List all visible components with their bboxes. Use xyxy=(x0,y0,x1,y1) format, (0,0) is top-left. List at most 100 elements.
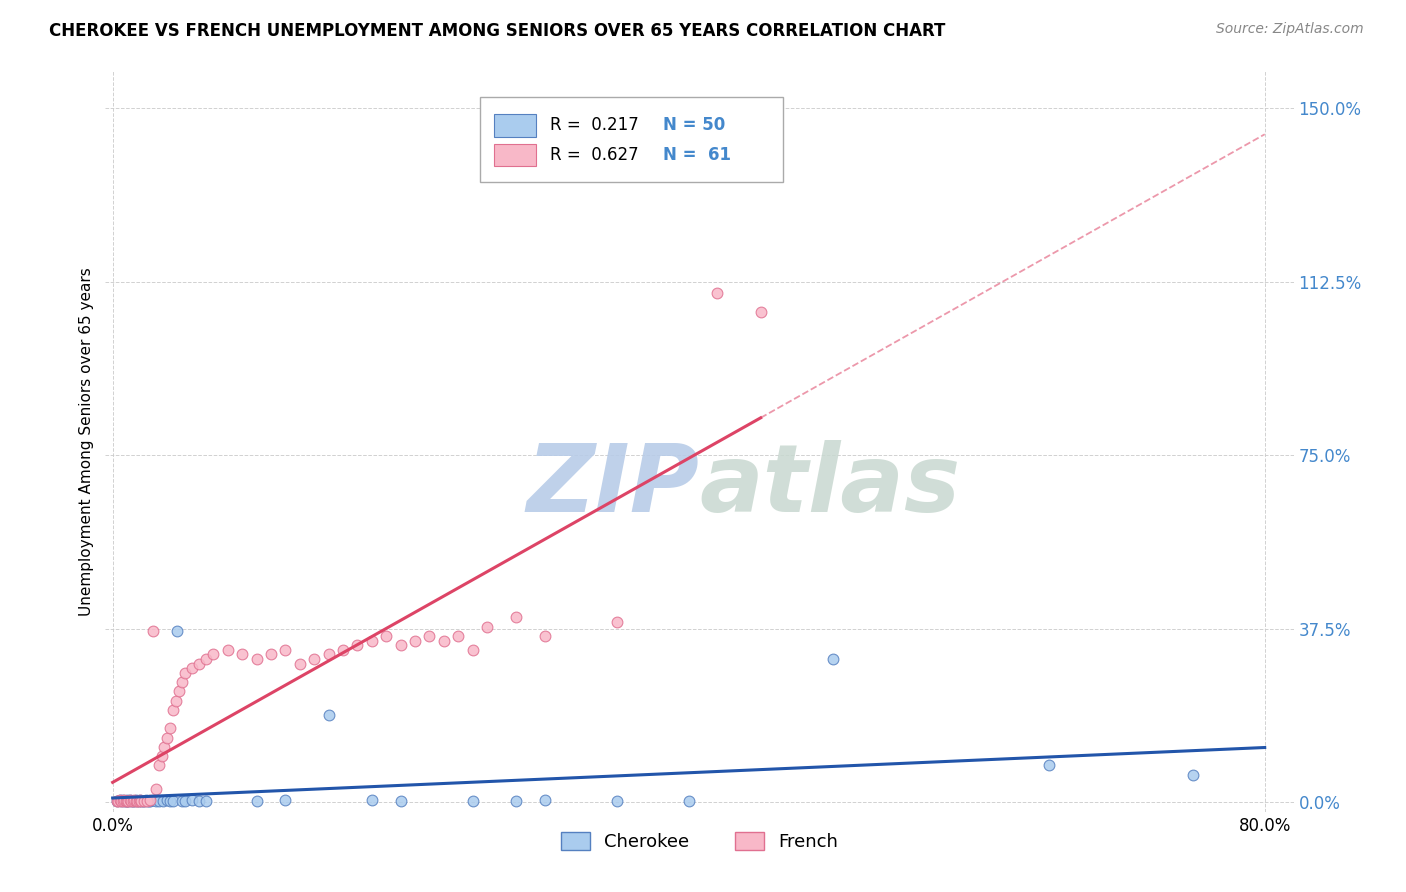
Point xyxy=(145,781,167,796)
Text: R =  0.627: R = 0.627 xyxy=(550,146,638,164)
Point xyxy=(821,652,844,666)
Point xyxy=(156,731,179,745)
Point xyxy=(162,703,184,717)
Point xyxy=(195,794,218,808)
Point xyxy=(117,794,139,808)
Point xyxy=(127,794,149,808)
Point xyxy=(188,794,211,808)
Point xyxy=(120,794,142,808)
Point xyxy=(156,793,179,807)
Point xyxy=(125,793,148,807)
Point xyxy=(167,684,190,698)
Point xyxy=(332,642,354,657)
Point xyxy=(346,638,368,652)
Point xyxy=(117,794,139,808)
Point xyxy=(447,629,470,643)
Point xyxy=(173,665,195,680)
Point xyxy=(461,642,484,657)
Point xyxy=(139,793,162,807)
Point xyxy=(678,794,700,808)
Point xyxy=(188,657,211,671)
Point xyxy=(110,794,132,808)
Point xyxy=(108,793,131,807)
Point xyxy=(108,793,131,807)
Bar xyxy=(494,114,536,136)
Point xyxy=(288,657,311,671)
Point xyxy=(111,794,134,808)
Point xyxy=(121,794,143,808)
Point xyxy=(136,794,159,808)
Point xyxy=(217,642,239,657)
Point xyxy=(139,794,162,808)
Legend: Cherokee, French: Cherokee, French xyxy=(554,825,845,858)
Point xyxy=(115,793,138,807)
Point xyxy=(145,794,167,808)
Point xyxy=(533,629,555,643)
Point xyxy=(375,629,398,643)
Point xyxy=(148,758,170,772)
Point xyxy=(461,794,484,808)
Point xyxy=(122,794,145,808)
Point xyxy=(170,794,193,808)
Point xyxy=(1181,767,1204,781)
Point xyxy=(138,794,160,808)
Point xyxy=(404,633,426,648)
Text: N = 50: N = 50 xyxy=(662,117,725,135)
Point xyxy=(159,794,181,808)
Point xyxy=(162,794,184,808)
Point xyxy=(318,707,340,722)
Point xyxy=(136,794,159,808)
Point xyxy=(166,624,188,639)
Point xyxy=(134,794,156,808)
Point xyxy=(246,652,269,666)
Point xyxy=(110,794,132,808)
Point xyxy=(105,794,128,808)
Point xyxy=(360,793,382,807)
Point xyxy=(505,610,527,624)
Point xyxy=(180,661,202,675)
Point xyxy=(132,794,155,808)
Point xyxy=(475,619,498,633)
Point xyxy=(749,305,772,319)
Point xyxy=(231,648,253,662)
Point xyxy=(125,794,148,808)
Point xyxy=(195,652,218,666)
Point xyxy=(260,648,283,662)
Point xyxy=(202,648,225,662)
Point xyxy=(114,794,136,808)
Point xyxy=(131,794,153,808)
Text: ZIP: ZIP xyxy=(527,440,700,532)
Point xyxy=(107,794,129,808)
Point xyxy=(505,794,527,808)
Point xyxy=(389,638,412,652)
Point xyxy=(112,793,135,807)
Point xyxy=(120,794,142,808)
Text: CHEROKEE VS FRENCH UNEMPLOYMENT AMONG SENIORS OVER 65 YEARS CORRELATION CHART: CHEROKEE VS FRENCH UNEMPLOYMENT AMONG SE… xyxy=(49,22,946,40)
Text: Source: ZipAtlas.com: Source: ZipAtlas.com xyxy=(1216,22,1364,37)
Point xyxy=(111,793,134,807)
Point xyxy=(318,648,340,662)
Text: R =  0.217: R = 0.217 xyxy=(550,117,638,135)
Point xyxy=(129,793,152,807)
Text: N =  61: N = 61 xyxy=(662,146,731,164)
Point xyxy=(246,794,269,808)
Point xyxy=(606,615,628,629)
Point xyxy=(170,675,193,690)
Point xyxy=(118,793,141,807)
Bar xyxy=(479,97,783,183)
Point xyxy=(118,793,141,807)
Point xyxy=(304,652,326,666)
Point xyxy=(153,739,176,754)
Point xyxy=(274,642,297,657)
Point xyxy=(122,793,145,807)
Point xyxy=(159,722,181,736)
Point xyxy=(134,794,156,808)
Point xyxy=(433,633,456,648)
Text: atlas: atlas xyxy=(700,440,960,532)
Point xyxy=(606,794,628,808)
Point xyxy=(1038,758,1060,772)
Point xyxy=(142,793,165,807)
Point xyxy=(165,694,187,708)
Point xyxy=(360,633,382,648)
Point xyxy=(115,794,138,808)
